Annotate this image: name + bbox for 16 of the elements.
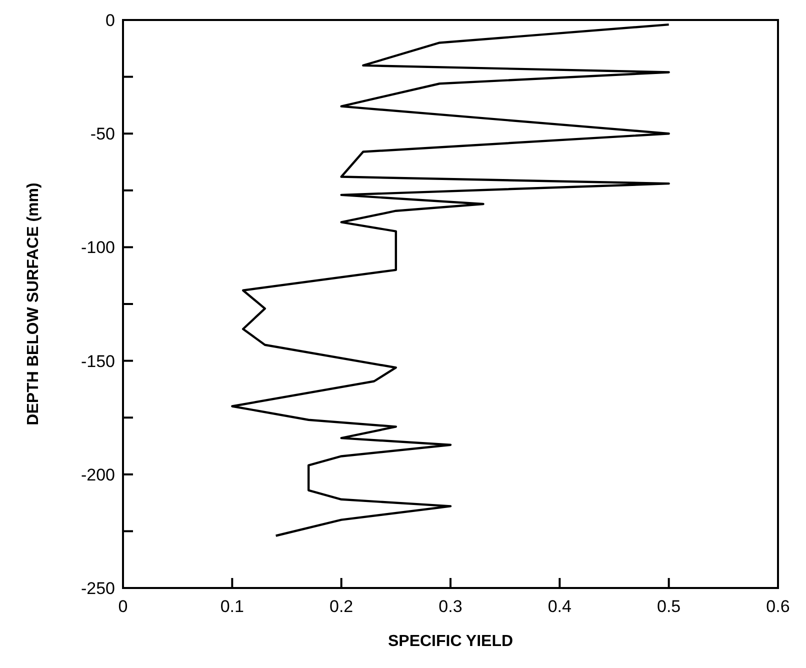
x-tick-label: 0.3 <box>438 597 462 616</box>
x-tick-label: 0.4 <box>548 597 572 616</box>
x-tick-label: 0.5 <box>657 597 681 616</box>
y-tick-label: -100 <box>80 238 115 258</box>
y-tick-label: -250 <box>80 578 115 598</box>
x-tick-label: 0.6 <box>766 597 790 616</box>
y-tick-label: -50 <box>90 124 115 144</box>
x-axis-title: SPECIFIC YIELD <box>388 633 514 650</box>
y-tick-label: -150 <box>80 352 115 371</box>
x-tick-label: 0.1 <box>220 597 244 616</box>
y-axis-title: DEPTH BELOW SURFACE (mm) <box>25 182 42 426</box>
x-tick-label: 0 <box>118 597 128 616</box>
line-series <box>231 23 670 537</box>
x-tick-label: 0.2 <box>330 597 354 616</box>
y-tick-label: -200 <box>80 465 115 484</box>
y-tick-label: 0 <box>106 10 115 30</box>
